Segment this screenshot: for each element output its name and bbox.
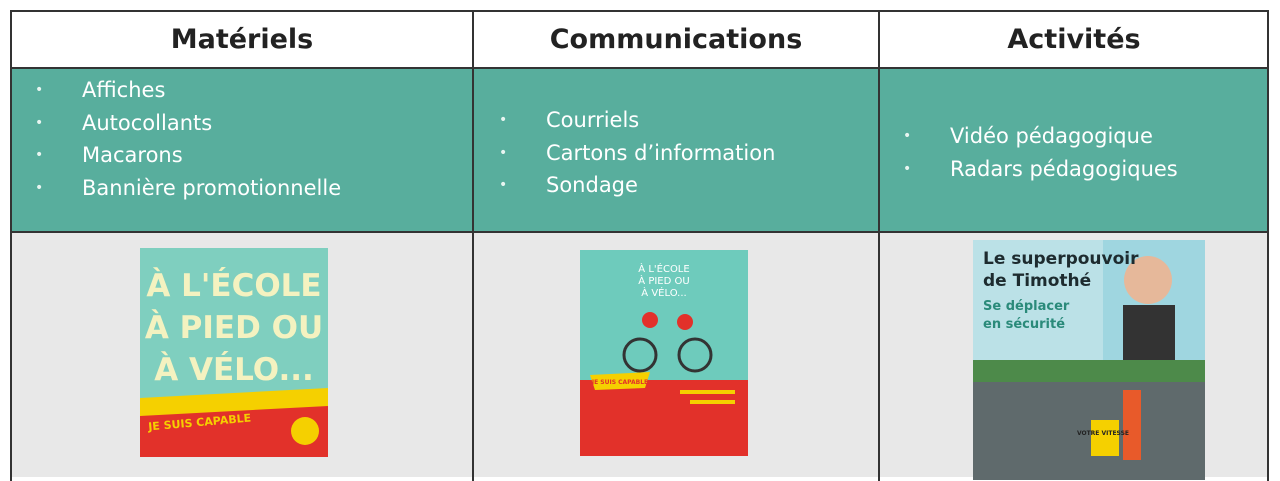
- list-item: Bannière promotionnelle: [35, 172, 341, 205]
- sign-text: VOTRE VITESSE: [1077, 430, 1129, 437]
- image-cell: VOTRE VITESSE Le superpouvoir de Timothé…: [880, 232, 1268, 480]
- list-item: Courriels: [499, 104, 775, 137]
- border: [1267, 11, 1269, 481]
- border: [10, 10, 1269, 12]
- list-item: Sondage: [499, 169, 775, 202]
- thumbnail-title: Le superpouvoir: [983, 249, 1139, 269]
- bullet-list: Affiches Autocollants Macarons Bannière …: [35, 74, 341, 205]
- page: Matériels Communications Activités Affic…: [0, 0, 1280, 471]
- bullet-list: Courriels Cartons d’information Sondage: [499, 104, 775, 202]
- border: [878, 11, 880, 481]
- poster-text: À L'ÉCOLE: [146, 268, 321, 304]
- border: [472, 11, 474, 481]
- bullet-list: Vidéo pédagogique Radars pédagogiques: [903, 120, 1178, 186]
- poster-text: À PIED OU: [638, 274, 689, 287]
- thumbnail-subtitle: en sécurité: [983, 317, 1065, 332]
- column-header: Communications: [474, 11, 878, 68]
- video-thumbnail: VOTRE VITESSE Le superpouvoir de Timothé…: [973, 240, 1205, 480]
- poster-text: À PIED OU: [145, 310, 323, 346]
- poster-badge: JE SUIS CAPABLE: [591, 379, 648, 386]
- thumbnail-subtitle: Se déplacer: [983, 299, 1070, 314]
- list-item: Radars pédagogiques: [903, 153, 1178, 186]
- image-cell: À L'ÉCOLE À PIED OU À VÉLO... JE SUIS CA…: [474, 232, 878, 477]
- list-item: Affiches: [35, 74, 341, 107]
- list-item: Autocollants: [35, 107, 341, 140]
- list-item: Cartons d’information: [499, 137, 775, 170]
- poster-text: À VÉLO...: [154, 352, 314, 388]
- column-header: Matériels: [12, 11, 472, 68]
- list-cell: Courriels Cartons d’information Sondage: [474, 68, 878, 232]
- poster-text: À VÉLO...: [641, 286, 686, 299]
- border: [10, 67, 1269, 69]
- poster-text: À L'ÉCOLE: [638, 262, 689, 275]
- list-cell: Vidéo pédagogique Radars pédagogiques: [880, 68, 1268, 232]
- border: [10, 11, 12, 481]
- thumbnail-title: de Timothé: [983, 271, 1091, 291]
- border: [10, 231, 1269, 233]
- list-item: Macarons: [35, 139, 341, 172]
- list-item: Vidéo pédagogique: [903, 120, 1178, 153]
- column-header: Activités: [880, 11, 1268, 68]
- poster-image: À L'ÉCOLE À PIED OU À VÉLO... JE SUIS CA…: [140, 248, 328, 457]
- list-cell: Affiches Autocollants Macarons Bannière …: [12, 68, 472, 232]
- image-cell: À L'ÉCOLE À PIED OU À VÉLO... JE SUIS CA…: [12, 232, 472, 477]
- poster-image: À L'ÉCOLE À PIED OU À VÉLO... JE SUIS CA…: [580, 250, 748, 456]
